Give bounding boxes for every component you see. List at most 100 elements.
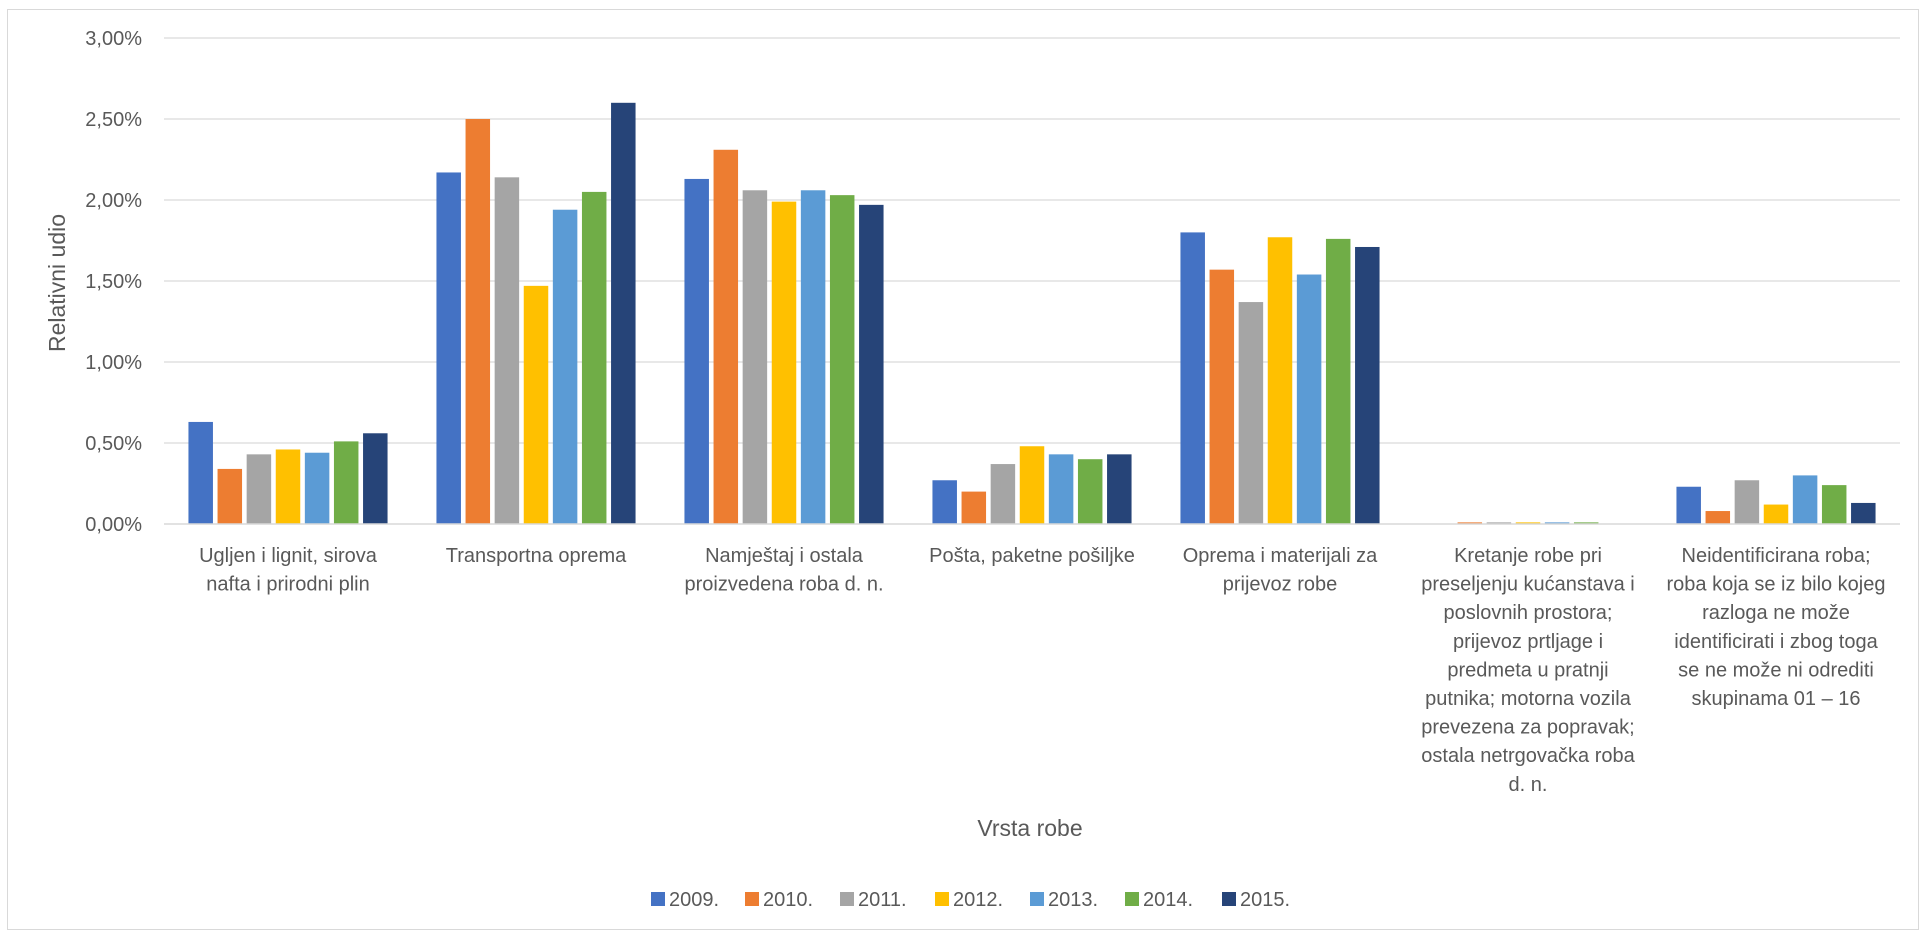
bar-2011-cat-4	[990, 464, 1016, 524]
bar-2012-cat-6	[1515, 522, 1541, 524]
legend-swatch	[840, 892, 854, 906]
legend-swatch	[651, 892, 665, 906]
category-label-line: Neidentificirana roba;	[1682, 545, 1871, 567]
bar-2012-cat-1	[275, 449, 301, 524]
category-label-line: skupinama 01 – 16	[1691, 688, 1860, 710]
category-label: Ugljen i lignit, sirova nafta i prirodni …	[199, 545, 378, 596]
category-label: Neidentificirana roba; roba koja se iz bi…	[1666, 545, 1885, 710]
category-label-line: Pošta, paketne pošiljke	[929, 545, 1135, 567]
category-label-line: identificirati i zbog toga	[1674, 631, 1878, 653]
category-label-line: se ne može ni odrediti	[1678, 659, 1874, 681]
bar-2014-cat-2	[581, 191, 607, 524]
category-label-line: nafta i prirodni plin	[206, 574, 369, 596]
bar-2012-cat-7	[1763, 504, 1789, 524]
bar-2015-cat-7	[1851, 502, 1876, 524]
bar-2010-cat-5	[1209, 269, 1235, 524]
legend: 2009. 2010. 2011. 2012. 2013. 2014. 2015.	[651, 889, 1290, 911]
category-label-line: poslovnih prostora;	[1444, 602, 1613, 624]
bar-2014-cat-3	[829, 195, 855, 524]
legend-swatch	[1222, 892, 1236, 906]
category-label-line: razloga ne može	[1702, 602, 1850, 624]
bar-2011-cat-6	[1486, 522, 1512, 524]
bar-2012-cat-4	[1019, 446, 1045, 524]
category-label-line: proizvedena roba d. n.	[684, 574, 883, 596]
category-label-line: predmeta u pratnji	[1447, 659, 1608, 681]
bar-2013-cat-7	[1792, 475, 1818, 524]
bar-2010-cat-6	[1457, 522, 1483, 524]
bar-2010-cat-7	[1705, 511, 1731, 524]
category-label: Transportna oprema	[446, 545, 627, 567]
y-axis-ticks: 0,00% 0,50% 1,00% 1,50% 2,00% 2,50% 3,00%	[85, 28, 142, 536]
bar-2013-cat-2	[552, 209, 578, 524]
category-label-line: Ugljen i lignit, sirova	[199, 545, 378, 567]
y-tick-label: 0,50%	[85, 433, 142, 455]
legend-swatch	[1030, 892, 1044, 906]
legend-item: 2011.	[840, 889, 907, 911]
bar-2013-cat-1	[304, 452, 330, 524]
legend-label: 2012.	[953, 889, 1003, 911]
category-label-line: Oprema i materijali za	[1183, 545, 1378, 567]
bar-2011-cat-7	[1734, 480, 1760, 524]
bars	[188, 102, 1876, 525]
bar-2014-cat-7	[1821, 485, 1847, 524]
category-label-line: roba koja se iz bilo kojeg	[1666, 574, 1885, 596]
bar-2013-cat-6	[1544, 522, 1570, 524]
legend-swatch	[935, 892, 949, 906]
category-label-line: Kretanje robe pri	[1454, 545, 1602, 567]
bar-2015-cat-3	[859, 204, 884, 525]
bar-2015-cat-4	[1107, 454, 1132, 524]
legend-label: 2009.	[669, 889, 719, 911]
legend-item: 2013.	[1030, 889, 1098, 911]
category-label: Kretanje robe pri preseljenju kućanstava …	[1421, 545, 1635, 796]
category-labels: Ugljen i lignit, sirova nafta i prirodni …	[199, 545, 1885, 796]
x-axis-title: Vrsta robe	[977, 815, 1082, 841]
category-label: Oprema i materijali za prijevoz robe	[1183, 545, 1378, 596]
category-label-line: preseljenju kućanstava i	[1421, 574, 1634, 596]
y-tick-label: 1,00%	[85, 352, 142, 374]
category-label-line: prijevoz robe	[1223, 574, 1338, 596]
bar-2009-cat-4	[932, 480, 957, 524]
bar-2013-cat-3	[800, 190, 826, 524]
category-label-line: prijevoz prtljage i	[1453, 631, 1603, 653]
legend-item: 2009.	[651, 889, 719, 911]
bar-2010-cat-1	[217, 468, 243, 524]
bar-2009-cat-7	[1676, 486, 1701, 524]
bar-2009-cat-2	[436, 172, 461, 524]
bar-2015-cat-5	[1355, 246, 1380, 525]
legend-item: 2015.	[1222, 889, 1290, 911]
bar-2010-cat-3	[713, 149, 739, 524]
legend-item: 2012.	[935, 889, 1003, 911]
bar-2014-cat-5	[1325, 238, 1351, 524]
legend-item: 2010.	[745, 889, 813, 911]
bar-2012-cat-2	[523, 285, 549, 524]
bar-2011-cat-1	[246, 454, 272, 524]
bar-2009-cat-5	[1180, 232, 1205, 524]
y-tick-label: 0,00%	[85, 514, 142, 536]
y-tick-label: 2,00%	[85, 190, 142, 212]
category-label-line: Namještaj i ostala	[705, 545, 864, 567]
bar-2015-cat-1	[363, 433, 388, 524]
legend-label: 2015.	[1240, 889, 1290, 911]
legend-label: 2013.	[1048, 889, 1098, 911]
legend-label: 2014.	[1143, 889, 1193, 911]
y-axis-title: Relativni udio	[44, 214, 70, 352]
category-label-line: putnika; motorna vozila	[1425, 688, 1632, 710]
legend-swatch	[1125, 892, 1139, 906]
y-tick-label: 2,50%	[85, 109, 142, 131]
bar-2011-cat-5	[1238, 302, 1264, 524]
bar-2011-cat-2	[494, 177, 520, 524]
y-tick-label: 3,00%	[85, 28, 142, 50]
category-label: Pošta, paketne pošiljke	[929, 545, 1135, 567]
bar-2014-cat-6	[1573, 522, 1599, 524]
category-label: Namještaj i ostala proizvedena roba d. n.	[684, 545, 883, 596]
bar-2012-cat-3	[771, 201, 797, 524]
bar-2011-cat-3	[742, 190, 768, 524]
bar-2013-cat-5	[1296, 274, 1322, 524]
bar-2010-cat-2	[465, 119, 491, 524]
bar-2014-cat-1	[333, 441, 359, 524]
legend-label: 2010.	[763, 889, 813, 911]
bar-2009-cat-3	[684, 178, 709, 524]
category-label-line: Transportna oprema	[446, 545, 627, 567]
gridlines	[164, 37, 1900, 444]
